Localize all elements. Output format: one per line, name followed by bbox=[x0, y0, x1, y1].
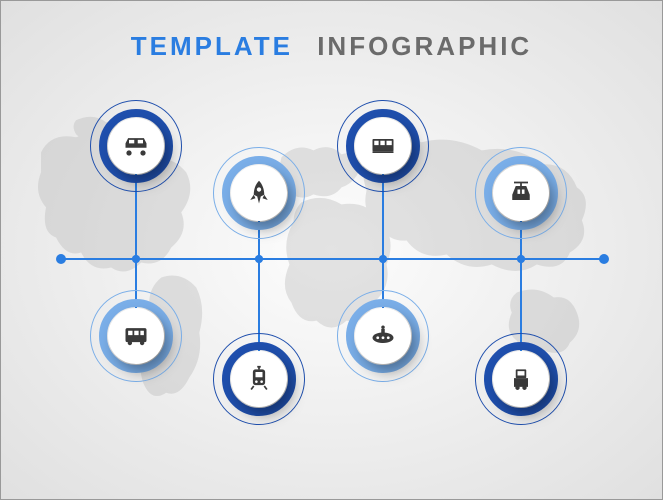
node-submarine bbox=[337, 290, 429, 382]
rocket-icon bbox=[245, 179, 273, 207]
node-car bbox=[90, 100, 182, 192]
timeline-end-right bbox=[599, 254, 609, 264]
node-cablecar bbox=[475, 147, 567, 239]
tram-icon bbox=[245, 365, 273, 393]
junction-submarine bbox=[379, 255, 387, 263]
cablecar-icon bbox=[507, 179, 535, 207]
car-icon bbox=[122, 132, 150, 160]
timeline-end-left bbox=[56, 254, 66, 264]
junction-truck bbox=[517, 255, 525, 263]
node-train bbox=[337, 100, 429, 192]
node-tram bbox=[213, 333, 305, 425]
bus-icon bbox=[122, 322, 150, 350]
node-truck bbox=[475, 333, 567, 425]
junction-tram bbox=[255, 255, 263, 263]
truck-icon bbox=[507, 365, 535, 393]
infographic-canvas: TEMPLATE INFOGRAPHIC bbox=[0, 0, 663, 500]
title-word-2: INFOGRAPHIC bbox=[317, 31, 532, 62]
node-bus bbox=[90, 290, 182, 382]
title-word-1: TEMPLATE bbox=[131, 31, 293, 62]
node-rocket bbox=[213, 147, 305, 239]
page-title: TEMPLATE INFOGRAPHIC bbox=[1, 31, 662, 62]
train-icon bbox=[369, 132, 397, 160]
submarine-icon bbox=[369, 322, 397, 350]
junction-bus bbox=[132, 255, 140, 263]
